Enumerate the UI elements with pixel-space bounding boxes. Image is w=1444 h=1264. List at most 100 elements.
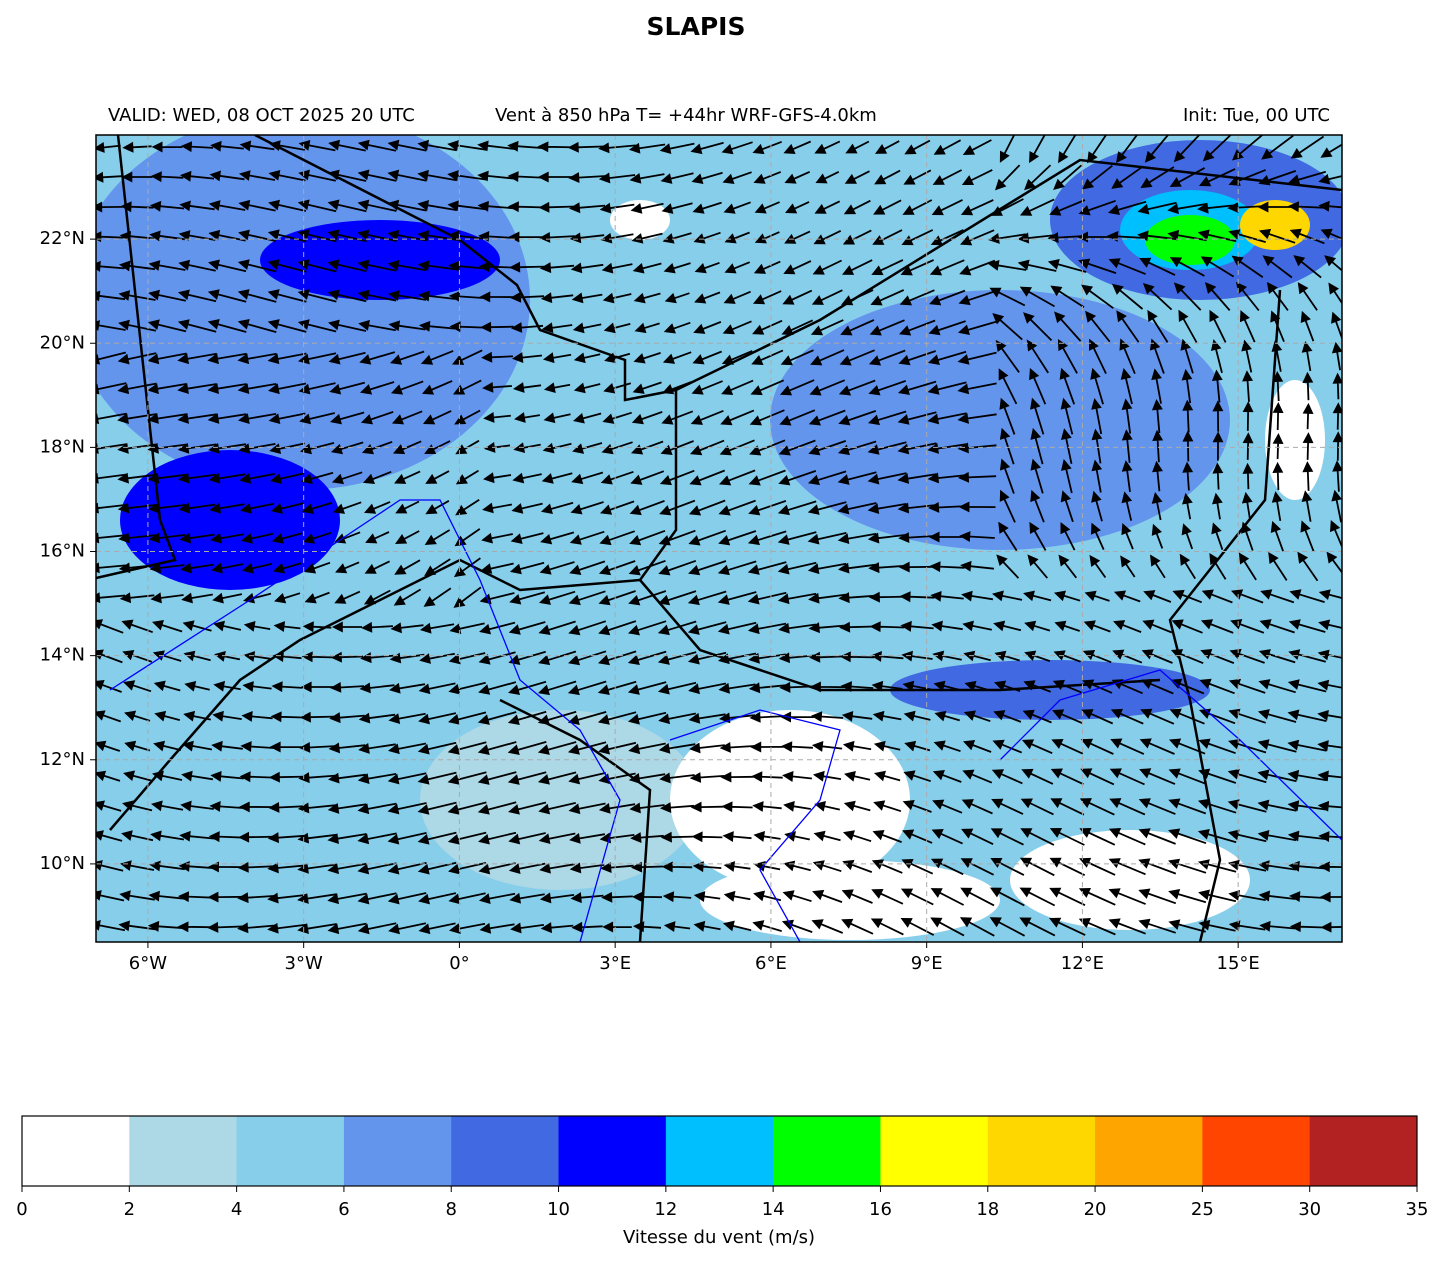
wind-arrow — [1209, 552, 1227, 580]
wind-arrow — [632, 262, 662, 274]
wind-arrow — [150, 171, 184, 183]
wind-arrow — [1287, 830, 1327, 842]
wind-arrow — [1258, 860, 1297, 872]
wind-arrow — [721, 141, 753, 155]
wind-arrow — [779, 379, 815, 396]
wind-arrow — [902, 199, 933, 215]
wind-arrow — [208, 229, 246, 242]
wind-arrow — [631, 232, 663, 244]
wind-arrow — [927, 412, 967, 425]
wind-arrow — [540, 292, 574, 304]
wind-arrow — [989, 917, 1026, 937]
wind-arrow — [993, 620, 1022, 632]
wind-arrow — [630, 832, 664, 843]
wind-arrow — [1029, 367, 1047, 405]
wind-arrow — [1326, 551, 1342, 574]
wind-arrow — [662, 351, 692, 364]
wind-arrow — [543, 382, 571, 393]
wind-arrow — [963, 740, 992, 753]
wind-arrow — [268, 802, 306, 813]
wind-arrow — [1049, 857, 1086, 877]
wind-arrow — [777, 592, 817, 605]
wind-arrow — [480, 321, 514, 333]
wind-arrow — [1017, 232, 1057, 244]
wind-arrow — [934, 710, 960, 722]
wind-arrow — [477, 741, 517, 755]
wind-arrow — [478, 831, 517, 845]
wind-arrow — [840, 681, 874, 693]
wind-arrow — [479, 621, 516, 635]
wind-arrow — [841, 259, 873, 275]
wind-arrow — [752, 319, 783, 335]
wind-arrow — [304, 561, 331, 574]
wind-arrow — [1029, 521, 1047, 551]
wind-arrow — [1169, 257, 1205, 277]
wind-arrow — [1081, 284, 1114, 309]
wind-arrow — [358, 743, 396, 754]
wind-arrow — [999, 489, 1016, 523]
wind-arrow — [96, 710, 122, 723]
wind-arrow — [331, 471, 363, 485]
init-label: Init: Tue, 00 UTC — [1183, 105, 1330, 126]
wind-arrow — [1239, 310, 1256, 343]
wind-arrow — [151, 141, 183, 153]
wind-arrow — [147, 352, 187, 365]
wind-arrow — [1087, 135, 1108, 164]
wind-arrow — [1168, 798, 1207, 815]
wind-arrow — [327, 199, 367, 213]
wind-arrow — [1289, 228, 1325, 245]
wind-arrow — [1168, 828, 1207, 845]
wind-arrow — [747, 530, 787, 546]
wind-arrow — [814, 200, 841, 214]
wind-arrow — [990, 858, 1025, 876]
wind-arrow — [1259, 619, 1295, 634]
wind-arrow — [568, 772, 607, 785]
wind-arrow — [659, 469, 695, 486]
wind-arrow — [237, 383, 277, 394]
wind-arrow — [1302, 461, 1314, 491]
wind-arrow — [1290, 135, 1325, 159]
wind-arrow — [811, 919, 844, 934]
wind-arrow — [419, 320, 456, 332]
wind-arrow — [118, 319, 157, 332]
wind-arrow — [998, 368, 1018, 405]
colorbar-segment — [451, 1116, 560, 1186]
wind-arrow — [388, 320, 426, 332]
colorbar-label: Vitesse du vent (m/s) — [623, 1227, 815, 1248]
wind-arrow — [538, 620, 576, 636]
wind-arrow — [357, 139, 397, 152]
wind-arrow — [1080, 738, 1114, 755]
wind-arrow — [1150, 554, 1166, 579]
wind-arrow — [627, 620, 667, 636]
wind-arrow — [903, 710, 931, 722]
wind-arrow — [1287, 800, 1327, 812]
wind-arrow — [448, 652, 486, 665]
wind-arrow — [477, 771, 517, 785]
wind-arrow — [989, 887, 1025, 907]
wind-arrow — [628, 590, 667, 606]
wind-arrow — [390, 622, 424, 634]
wind-arrow — [301, 651, 333, 663]
rivers — [109, 499, 1342, 942]
wind-arrow — [1078, 199, 1116, 216]
wind-arrow — [327, 803, 367, 814]
wind-arrow — [839, 349, 875, 366]
wind-arrow — [962, 139, 992, 155]
wind-arrow — [1257, 739, 1297, 753]
wind-arrow — [867, 472, 907, 485]
wind-arrow — [1020, 798, 1054, 816]
wind-arrow — [153, 680, 181, 692]
wind-arrow — [182, 620, 212, 632]
wind-arrow — [357, 832, 397, 845]
wind-arrow — [660, 831, 694, 843]
wind-arrow — [1053, 164, 1082, 191]
wind-arrow — [357, 169, 397, 182]
wind-arrow — [813, 770, 842, 782]
colorbar-segment — [129, 1116, 238, 1186]
wind-arrow — [1301, 490, 1313, 522]
wind-arrow — [994, 650, 1020, 662]
wind-arrow — [1147, 309, 1169, 343]
wind-arrow — [1197, 798, 1237, 814]
wind-arrow — [327, 289, 367, 303]
wind-arrow — [211, 740, 243, 752]
